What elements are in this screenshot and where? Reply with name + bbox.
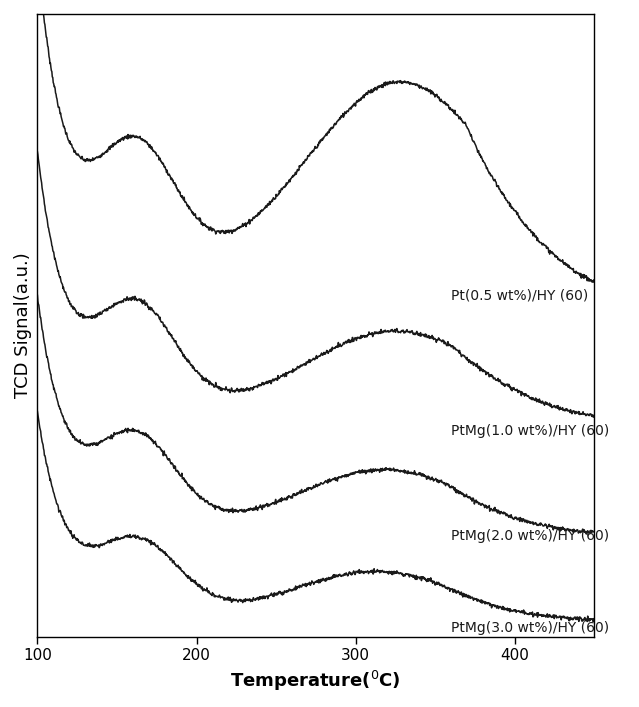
Text: PtMg(1.0 wt%)/HY (60): PtMg(1.0 wt%)/HY (60) [451,424,610,438]
Text: Pt(0.5 wt%)/HY (60): Pt(0.5 wt%)/HY (60) [451,288,589,303]
Text: PtMg(3.0 wt%)/HY (60): PtMg(3.0 wt%)/HY (60) [451,621,609,635]
Y-axis label: TCD Signal(a.u.): TCD Signal(a.u.) [14,252,32,398]
Text: PtMg(2.0 wt%)/HY (60): PtMg(2.0 wt%)/HY (60) [451,529,609,543]
X-axis label: Temperature($^0$C): Temperature($^0$C) [231,669,401,693]
